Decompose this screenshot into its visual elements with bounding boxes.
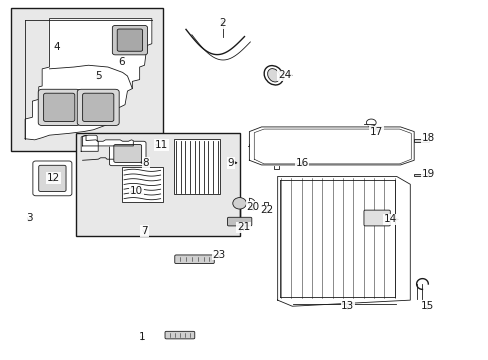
Bar [122,167,163,202]
Ellipse shape [267,69,279,82]
Ellipse shape [264,66,283,85]
Text: 12: 12 [47,173,60,183]
Polygon shape [277,176,409,306]
Polygon shape [25,19,152,140]
FancyBboxPatch shape [38,89,80,126]
Polygon shape [82,135,133,146]
Ellipse shape [232,198,246,209]
Text: 15: 15 [420,301,433,311]
Text: 1: 1 [139,332,145,342]
FancyBboxPatch shape [82,93,114,122]
Text: 6: 6 [118,57,124,67]
Text: 18: 18 [421,133,434,143]
Text: 17: 17 [369,127,382,136]
Text: 23: 23 [212,249,225,260]
Text: 21: 21 [236,222,250,232]
Bar [413,174,424,176]
Text: 13: 13 [341,301,354,311]
FancyBboxPatch shape [77,89,119,126]
Text: 4: 4 [53,42,60,52]
Bar [76,134,239,235]
FancyBboxPatch shape [114,144,142,162]
Text: 16: 16 [295,158,308,168]
Text: 2: 2 [219,18,225,28]
Text: 10: 10 [129,186,142,197]
Text: 20: 20 [246,202,259,212]
Text: 9: 9 [227,158,234,168]
Text: 14: 14 [384,215,397,224]
Text: 5: 5 [95,71,102,81]
FancyBboxPatch shape [363,210,389,226]
Polygon shape [81,135,98,151]
FancyBboxPatch shape [33,161,72,196]
FancyBboxPatch shape [164,331,194,339]
Bar [11,8,162,151]
FancyBboxPatch shape [227,217,251,226]
Text: 11: 11 [155,140,168,150]
Text: 7: 7 [141,226,147,236]
Polygon shape [249,127,413,165]
Text: 22: 22 [259,206,272,216]
FancyBboxPatch shape [112,26,147,55]
FancyBboxPatch shape [43,93,75,122]
FancyBboxPatch shape [117,29,142,51]
Text: 3: 3 [25,213,32,222]
Bar [173,139,220,194]
Bar [413,139,428,142]
Text: 24: 24 [277,70,290,80]
Text: 19: 19 [421,168,434,179]
FancyBboxPatch shape [109,141,146,166]
FancyBboxPatch shape [174,255,214,264]
FancyBboxPatch shape [39,165,66,192]
Text: 8: 8 [142,158,149,168]
